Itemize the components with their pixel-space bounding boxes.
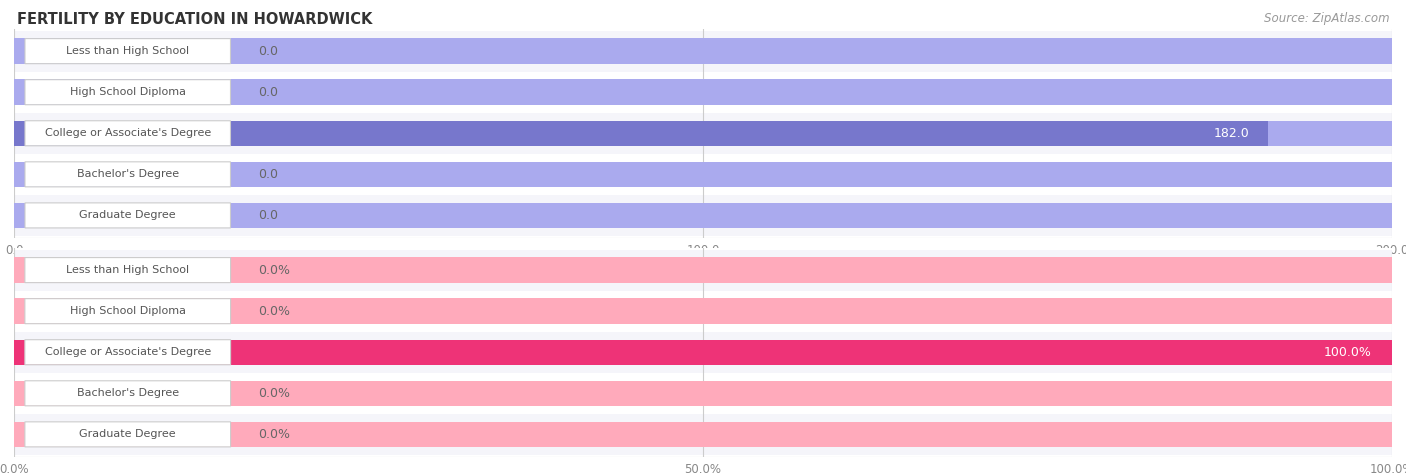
Bar <box>14 422 1392 447</box>
Bar <box>14 339 1392 365</box>
Text: 0.0: 0.0 <box>257 45 278 58</box>
FancyBboxPatch shape <box>25 203 231 228</box>
Bar <box>14 258 1392 283</box>
Bar <box>14 72 1392 113</box>
FancyBboxPatch shape <box>25 298 231 324</box>
Text: Bachelor's Degree: Bachelor's Degree <box>77 388 179 398</box>
Text: 0.0%: 0.0% <box>257 428 290 441</box>
Bar <box>14 113 1392 154</box>
Bar <box>14 339 1392 365</box>
Text: College or Associate's Degree: College or Associate's Degree <box>45 347 211 357</box>
Text: 100.0%: 100.0% <box>1323 346 1371 359</box>
FancyBboxPatch shape <box>25 121 231 146</box>
Bar <box>14 79 1392 105</box>
FancyBboxPatch shape <box>25 340 231 365</box>
Text: Less than High School: Less than High School <box>66 46 190 56</box>
FancyBboxPatch shape <box>25 162 231 187</box>
FancyBboxPatch shape <box>25 381 231 406</box>
Bar <box>14 120 1268 146</box>
FancyBboxPatch shape <box>25 79 231 105</box>
Text: 0.0: 0.0 <box>257 168 278 181</box>
FancyBboxPatch shape <box>25 39 231 64</box>
Bar <box>14 298 1392 324</box>
Bar <box>14 195 1392 236</box>
Bar <box>14 203 1392 228</box>
Text: College or Associate's Degree: College or Associate's Degree <box>45 128 211 139</box>
FancyBboxPatch shape <box>25 258 231 283</box>
Text: Source: ZipAtlas.com: Source: ZipAtlas.com <box>1264 12 1389 25</box>
Bar <box>14 381 1392 406</box>
Text: High School Diploma: High School Diploma <box>70 306 186 316</box>
Bar <box>14 154 1392 195</box>
Text: Bachelor's Degree: Bachelor's Degree <box>77 169 179 179</box>
Text: 0.0: 0.0 <box>257 209 278 222</box>
Bar <box>14 120 1392 146</box>
Bar <box>14 291 1392 332</box>
Bar <box>14 414 1392 455</box>
Text: High School Diploma: High School Diploma <box>70 87 186 97</box>
Text: Graduate Degree: Graduate Degree <box>79 429 176 439</box>
Bar <box>14 162 1392 187</box>
Bar <box>14 30 1392 72</box>
Bar <box>14 373 1392 414</box>
Text: FERTILITY BY EDUCATION IN HOWARDWICK: FERTILITY BY EDUCATION IN HOWARDWICK <box>17 12 373 27</box>
Text: 0.0%: 0.0% <box>257 387 290 400</box>
Bar <box>14 39 1392 64</box>
Text: 0.0%: 0.0% <box>257 264 290 277</box>
Text: 0.0: 0.0 <box>257 86 278 99</box>
Bar <box>14 332 1392 373</box>
Text: 0.0%: 0.0% <box>257 305 290 317</box>
Text: Graduate Degree: Graduate Degree <box>79 210 176 220</box>
Text: Less than High School: Less than High School <box>66 265 190 275</box>
Text: 182.0: 182.0 <box>1213 127 1249 140</box>
FancyBboxPatch shape <box>25 422 231 447</box>
Bar <box>14 249 1392 291</box>
